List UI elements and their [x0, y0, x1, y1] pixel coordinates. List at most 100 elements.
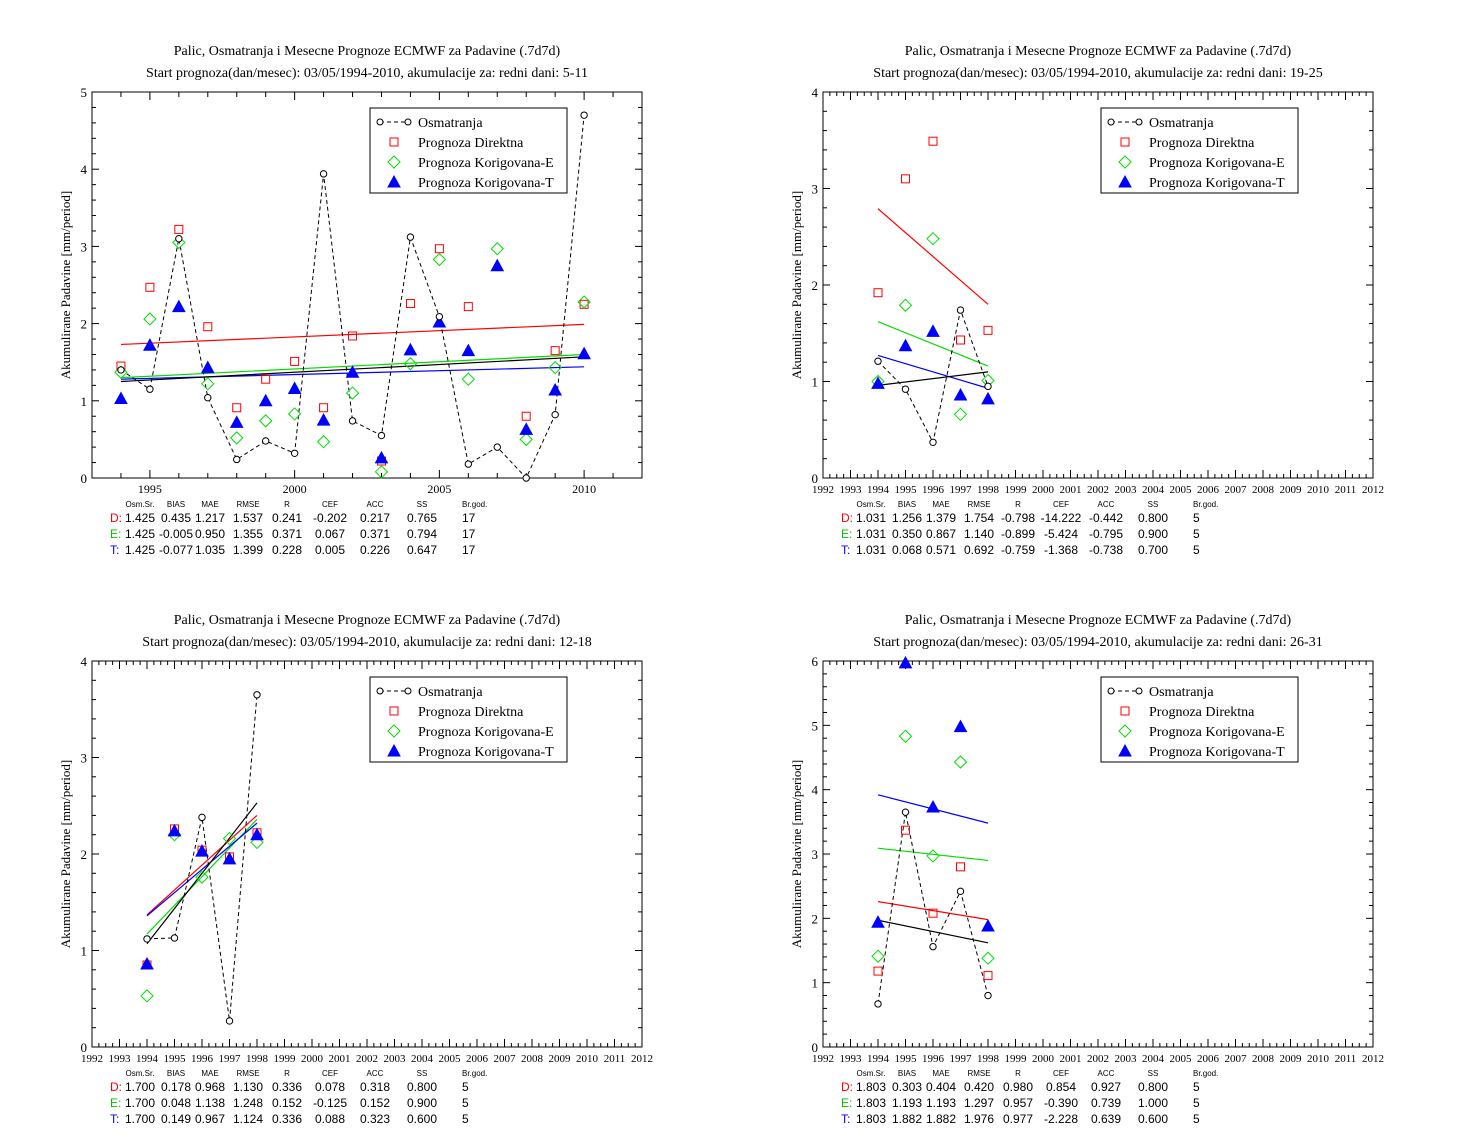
x-tick-label: 1999	[1005, 484, 1028, 496]
point-corrT	[195, 844, 209, 857]
stats-row-label: T:	[110, 1112, 119, 1126]
point-corrT	[461, 343, 476, 357]
legend-marker-corrT	[387, 174, 401, 188]
point-obs	[261, 437, 270, 445]
stats-value: 5	[462, 1080, 469, 1094]
y-tick-label: 2	[812, 911, 819, 926]
trend-line-direct	[877, 208, 989, 305]
stats-row-label: D:	[110, 1080, 122, 1094]
x-tick-label: 2005	[1170, 1053, 1193, 1065]
point-corrT	[981, 919, 995, 932]
x-tick-label: 2000	[283, 482, 307, 496]
stats-header: R	[284, 1069, 290, 1078]
point-corrT	[871, 376, 885, 389]
stats-value: 0.647	[407, 543, 437, 557]
stats-header: ACC	[1098, 500, 1115, 509]
point-obs	[170, 934, 179, 942]
point-corrE	[926, 849, 940, 863]
x-tick-label: 1998	[977, 484, 1000, 496]
y-tick-label: 5	[81, 85, 88, 100]
y-tick-label: 2	[81, 317, 88, 332]
legend-marker-corrT	[387, 743, 401, 757]
stats-value: 0.600	[407, 1112, 437, 1126]
chart-subtitle: Start prognoza(dan/mesec): 03/05/1994-20…	[873, 635, 1322, 650]
x-tick-label: 1994	[867, 1053, 890, 1065]
point-corrE	[230, 431, 244, 445]
stats-value: 0.350	[892, 527, 922, 541]
point-corrT	[374, 450, 389, 464]
point-direct	[873, 288, 883, 298]
x-tick-label: 2000	[1032, 484, 1055, 496]
x-tick-label: 2009	[1280, 1053, 1303, 1065]
x-tick-label: 1992	[812, 1053, 834, 1065]
point-corrE	[953, 755, 968, 769]
x-tick-label: 1994	[136, 1053, 159, 1065]
stats-value: 5	[1193, 1080, 1200, 1094]
trend-line-obs	[146, 802, 258, 945]
series-corrE	[114, 235, 591, 479]
x-tick-label: 2006	[466, 1053, 489, 1065]
point-corrT	[519, 422, 534, 435]
legend-label: Osmatranja	[1149, 116, 1214, 131]
x-tick-label: 1995	[895, 484, 918, 496]
stats-value: 17	[462, 511, 476, 525]
chart-panel-top-right: Palic, Osmatranja i Mesecne Prognoze ECM…	[731, 0, 1462, 569]
legend-marker-direct	[389, 706, 399, 716]
stats-header: Osm.Sr.	[126, 500, 155, 509]
x-tick-label: 2008	[521, 1053, 544, 1065]
stats-header: R	[1015, 500, 1021, 509]
stats-header: MAE	[201, 1069, 218, 1078]
point-corrE	[143, 312, 157, 326]
stats-value: 1.217	[195, 511, 225, 525]
legend-marker-corrE	[1118, 724, 1132, 738]
stats-value: 0.088	[315, 1112, 345, 1126]
x-tick-label: 2007	[1225, 1053, 1248, 1065]
point-direct	[901, 174, 910, 184]
point-corrT	[898, 338, 913, 352]
legend-marker-direct	[389, 137, 399, 147]
x-tick-label: 1995	[895, 1053, 918, 1065]
stats-value: 0.152	[272, 1096, 302, 1110]
point-corrE	[374, 465, 389, 479]
y-tick-label: 4	[812, 85, 819, 100]
point-direct	[901, 825, 910, 835]
point-corrT	[953, 387, 968, 401]
stats-value: 5	[1193, 1112, 1200, 1126]
point-corrT	[250, 827, 264, 841]
y-tick-label: 0	[812, 471, 819, 486]
y-tick-label: 2	[81, 847, 88, 862]
y-tick-label: 0	[81, 471, 88, 486]
x-tick-label: 2009	[1280, 484, 1303, 496]
stats-value: 0.571	[926, 543, 956, 557]
point-direct	[261, 374, 271, 384]
legend-label: Osmatranja	[418, 116, 483, 131]
series-corrE	[871, 729, 995, 965]
point-obs	[348, 417, 357, 425]
point-corrE	[926, 231, 940, 246]
stats-value: 1.138	[195, 1096, 225, 1110]
legend-marker-obs	[376, 687, 384, 695]
legend-label: Osmatranja	[1149, 685, 1214, 700]
point-direct	[579, 299, 589, 309]
x-tick-label: 2005	[1170, 484, 1193, 496]
x-tick-label: 2012	[1362, 484, 1384, 496]
stats-value: 1.700	[125, 1096, 155, 1110]
point-direct	[928, 908, 938, 918]
x-tick-label: 1998	[246, 1053, 269, 1065]
stats-header: ACC	[1098, 1069, 1115, 1078]
stats-value: 1.425	[125, 527, 155, 541]
trend-line-obs	[877, 919, 989, 944]
point-corrE	[432, 252, 447, 267]
point-obs	[377, 431, 386, 440]
x-tick-label: 2011	[1335, 1053, 1357, 1065]
point-corrT	[171, 299, 186, 313]
stats-value: 1.425	[125, 543, 155, 557]
stats-value: -0.125	[313, 1096, 347, 1110]
point-corrT	[222, 851, 237, 865]
chart-top-left: Palic, Osmatranja i Mesecne Prognoze ECM…	[58, 44, 643, 557]
point-corrE	[953, 407, 968, 422]
stats-header: Br.god.	[1193, 1069, 1218, 1078]
series-obs	[874, 808, 992, 1008]
point-obs	[253, 691, 261, 699]
stats-value: 0.435	[161, 511, 191, 525]
